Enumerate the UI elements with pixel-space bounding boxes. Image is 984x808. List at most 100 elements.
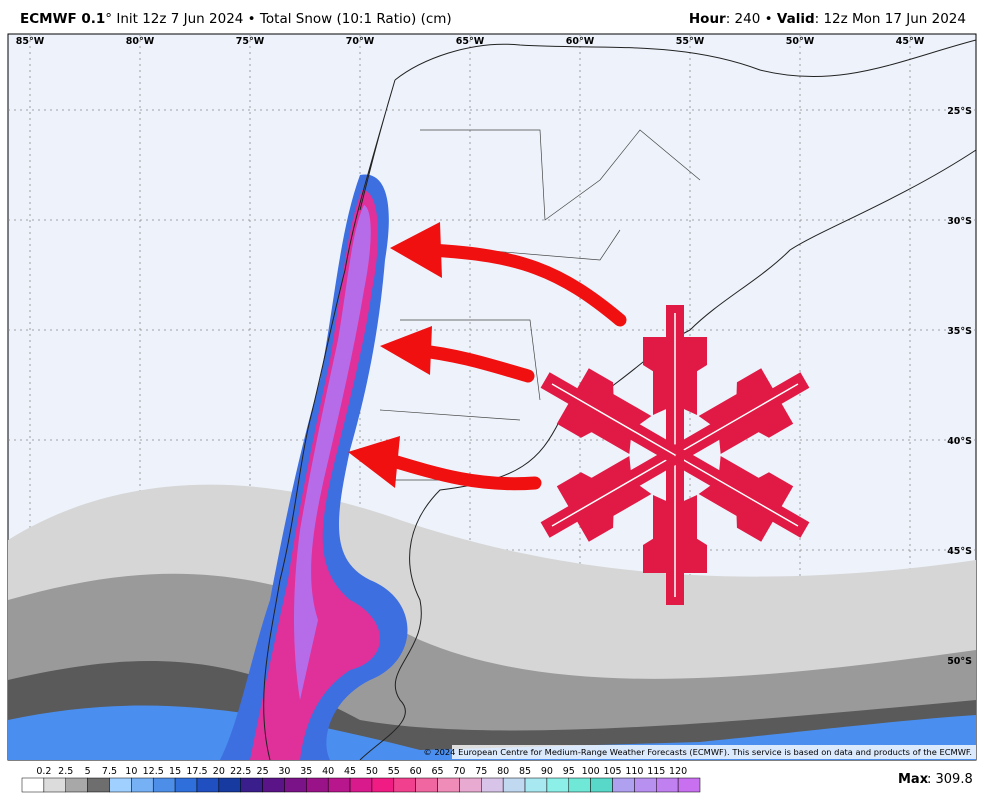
colorbar-label: 5 [85,766,91,777]
colorbar-label: 65 [432,766,444,777]
colorbar-swatch [174,777,198,793]
colorbar-swatch [43,777,66,793]
colorbar-swatch [87,777,110,793]
colorbar-swatch [546,777,570,793]
colorbar-label: 120 [669,766,687,777]
longitude-label: 60°W [566,36,595,47]
colorbar-swatch [524,777,548,793]
longitude-labels: 85°W 80°W 75°W 70°W 65°W 60°W 55°W 50°W 45°W [16,36,925,47]
coastline [263,39,977,761]
longitude-label: 85°W [16,36,45,47]
colorbar-swatch [349,777,373,793]
longitude-label: 50°W [786,36,815,47]
colorbar-swatch [65,777,88,793]
colorbar-swatch [393,777,416,793]
colorbar-swatch [240,777,263,793]
longitude-label: 70°W [346,36,375,47]
model-name: ECMWF 0.1 [20,11,106,27]
colorbar-label: 0.2 [36,766,51,777]
colorbar-swatch [109,777,132,793]
colorbar-swatch [612,777,635,793]
run-info: ° Init 12z 7 Jun 2024 • Total Snow (10:1… [105,11,452,27]
colorbar-label: 45 [344,766,356,777]
colorbar-label: 75 [475,766,487,777]
longitude-label: 55°W [676,36,705,47]
colorbar-swatch [656,777,679,793]
borders [379,129,701,481]
longitude-label: 65°W [456,36,485,47]
hour-value: : 240 • [725,11,777,27]
colorbar-swatch [152,777,176,793]
colorbar: 0.2 2.5 5 7.5 10 12.5 15 17.5 20 22.5 25 30 35 40 45 50… [21,766,701,793]
colorbar-label: 110 [625,766,643,777]
latitude-labels: 25°S 30°S 35°S 40°S 45°S 50°S [947,106,972,667]
header-right: Hour: 240 • Valid: 12z Mon 17 Jun 2024 [689,11,966,27]
colorbar-label: 80 [497,766,509,777]
flake-arm [643,455,707,605]
colorbar-swatch [21,777,45,793]
colorbar-label: 12.5 [143,766,164,777]
flake-arm [670,368,810,463]
colorbar-swatch [327,777,351,793]
colorbar-swatch [437,777,460,793]
colorbar-label: 55 [388,766,400,777]
colorbar-swatch [218,777,241,793]
colorbar-swatch [502,777,526,793]
max-label: Max [898,772,929,787]
flake-arm [540,368,680,463]
latitude-label: 30°S [947,216,972,227]
colorbar-label: 60 [410,766,422,777]
latitude-label: 45°S [947,546,972,557]
longitude-label: 75°W [236,36,265,47]
arrowheads [348,222,442,488]
colorbar-swatch [371,777,395,793]
colorbar-swatch [306,777,329,793]
colorbar-label: 105 [603,766,621,777]
copyright-bg [452,745,976,759]
latitude-label: 50°S [947,656,972,667]
colorbar-label: 70 [453,766,465,777]
snowflake-icon [540,305,810,605]
latitude-label: 35°S [947,326,972,337]
colorbar-label: 2.5 [58,766,73,777]
colorbar-swatch [284,777,307,793]
colorbar-swatch [568,777,591,793]
copyright: © 2024 European Centre for Medium-Range … [423,747,972,757]
latitude-label: 40°S [947,436,972,447]
flake-arm [540,447,680,542]
colorbar-label: 7.5 [102,766,117,777]
snow-band-core [294,205,371,700]
colorbar-swatch [677,777,701,793]
colorbar-swatch [131,777,154,793]
colorbar-label: 25 [257,766,269,777]
valid-label: Valid [776,11,815,27]
colorbar-label: 10 [125,766,137,777]
flake-arm [643,305,707,455]
colorbar-swatch [481,777,504,793]
colorbar-label: 30 [278,766,290,777]
colorbar-label: 20 [213,766,225,777]
max-value: : 309.8 [927,772,973,787]
valid-value: : 12z Mon 17 Jun 2024 [814,11,966,27]
colorbar-label: 22.5 [230,766,251,777]
colorbar-swatch [262,777,285,793]
latitude-label: 25°S [947,106,972,117]
colorbar-label: 17.5 [186,766,207,777]
colorbar-swatch [196,777,220,793]
colorbar-swatch [415,777,438,793]
colorbar-label: 50 [366,766,378,777]
longitude-label: 45°W [896,36,925,47]
colorbar-label: 95 [563,766,575,777]
header-left: ECMWF 0.1° Init 12z 7 Jun 2024 • Total S… [20,11,452,27]
colorbar-swatch [459,777,482,793]
graticule [8,34,976,760]
colorbar-swatch [590,777,613,793]
colorbar-label: 100 [582,766,600,777]
colorbar-label: 40 [322,766,334,777]
flake-arm [670,447,810,542]
longitude-label: 80°W [126,36,155,47]
colorbar-label: 90 [541,766,553,777]
colorbar-label: 35 [300,766,312,777]
